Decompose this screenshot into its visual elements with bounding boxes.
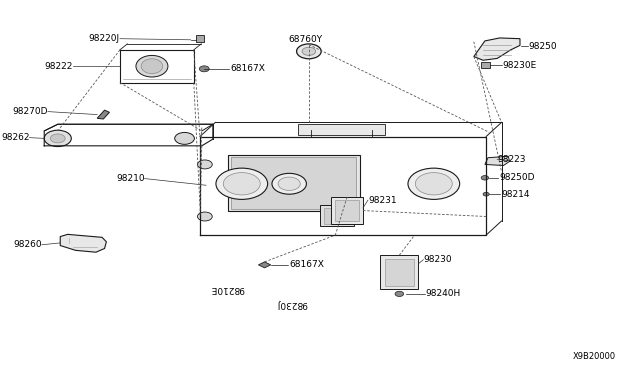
Ellipse shape [136, 55, 168, 77]
Text: 98220J: 98220J [89, 34, 120, 43]
Polygon shape [97, 110, 109, 119]
Circle shape [44, 130, 71, 147]
Circle shape [198, 212, 212, 221]
Circle shape [483, 192, 489, 196]
Ellipse shape [141, 59, 163, 74]
Text: 98222: 98222 [44, 62, 72, 71]
Text: 98210: 98210 [116, 174, 145, 183]
Bar [385, 259, 414, 286]
Circle shape [175, 132, 195, 144]
Text: 68760Y: 68760Y [289, 35, 323, 44]
Text: 98223: 98223 [497, 155, 525, 164]
Text: 98230J: 98230J [276, 299, 307, 308]
Bar [331, 197, 363, 224]
Text: 98230: 98230 [423, 255, 452, 264]
Bar [324, 208, 350, 224]
Text: 98230E: 98230E [503, 61, 537, 70]
Text: 98262: 98262 [1, 133, 29, 142]
Circle shape [302, 47, 316, 55]
Polygon shape [485, 156, 509, 166]
Circle shape [198, 160, 212, 169]
Circle shape [415, 173, 452, 195]
Text: 98240H: 98240H [426, 289, 461, 298]
Polygon shape [259, 262, 271, 268]
Text: 68167X: 68167X [230, 64, 265, 73]
Text: 98260: 98260 [13, 240, 42, 249]
Circle shape [296, 44, 321, 59]
Text: 98250: 98250 [528, 42, 557, 51]
Text: 98231: 98231 [368, 196, 397, 205]
Text: 98250D: 98250D [500, 173, 535, 182]
Circle shape [199, 66, 209, 72]
Bar [335, 200, 359, 221]
Circle shape [272, 173, 307, 194]
Bar [380, 255, 419, 289]
Circle shape [481, 176, 488, 180]
Bar [481, 62, 490, 68]
Circle shape [408, 168, 460, 199]
Circle shape [395, 291, 404, 296]
Text: 68167X: 68167X [289, 260, 324, 269]
Text: 98214: 98214 [501, 190, 529, 199]
Polygon shape [474, 38, 520, 60]
Bar [298, 124, 385, 135]
Bar [228, 155, 360, 211]
Polygon shape [60, 234, 106, 252]
Text: X9B20000: X9B20000 [572, 352, 616, 361]
Circle shape [216, 168, 268, 199]
Circle shape [51, 134, 65, 143]
Circle shape [223, 173, 260, 195]
Bar [196, 35, 204, 42]
Circle shape [278, 177, 300, 190]
Text: 98270D: 98270D [12, 107, 48, 116]
Text: 98210E: 98210E [211, 284, 244, 293]
Bar [231, 157, 356, 209]
Bar [320, 205, 354, 226]
